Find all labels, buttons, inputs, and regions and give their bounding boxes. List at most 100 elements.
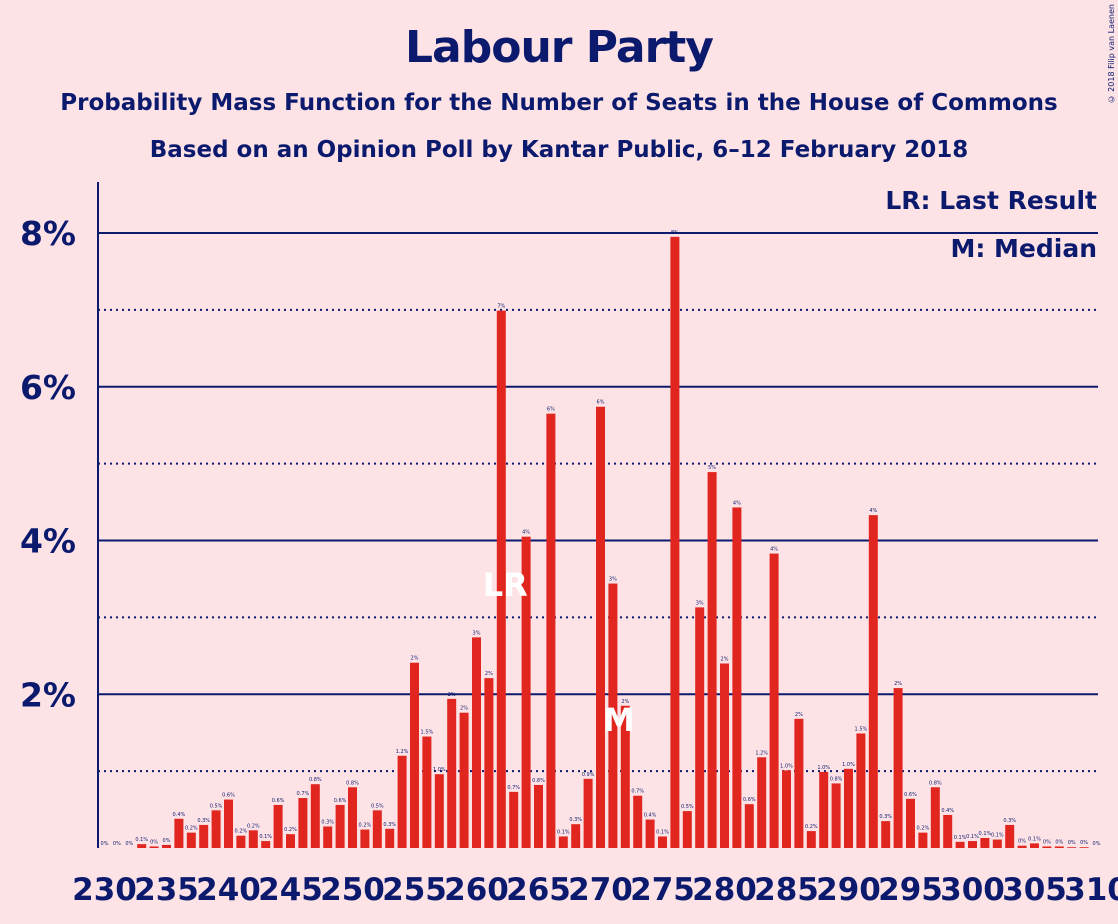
bar (695, 607, 705, 848)
bar (571, 824, 581, 848)
bar (930, 787, 940, 848)
bar (162, 844, 171, 848)
x-tick-label: 260 (444, 872, 509, 908)
bar (707, 472, 717, 848)
bar (434, 774, 444, 848)
bar-labels: 0% 0% 0%0.1% 0% 0%0.4%0.2%0.3%0.5%0.6%0.2%0.… (101, 230, 1101, 847)
bar-value-label: 0.6% (904, 792, 917, 798)
x-tick-label: 275 (630, 872, 695, 908)
legend-last-result: LR: Last Result (885, 186, 1097, 215)
bar (558, 836, 568, 848)
bar-value-label: 7% (497, 304, 505, 310)
bar (769, 553, 779, 848)
bar-value-label: 0.3% (321, 819, 334, 825)
bar-value-label: 6% (597, 400, 605, 406)
bar (620, 705, 630, 848)
bar (137, 844, 147, 848)
bar (385, 828, 395, 848)
markers: LR M (483, 566, 635, 739)
bar (732, 507, 742, 848)
bar-value-label: 0% (125, 841, 133, 847)
y-tick-labels: 2% 4% 6% 8% (20, 214, 76, 714)
bar-value-label: 0.1% (966, 834, 979, 840)
bars (137, 236, 1089, 848)
bar-value-label: 0.2% (284, 827, 297, 833)
bar-value-label: 0.6% (334, 798, 347, 804)
bar (670, 236, 680, 848)
bar-value-label: 1.2% (755, 750, 768, 756)
bar (682, 811, 692, 848)
bar-value-label: 4% (770, 547, 778, 553)
bar-value-label: 2% (795, 712, 803, 718)
bar-value-label: 0% (113, 841, 121, 847)
bar (149, 846, 159, 848)
bar-value-label: 0.2% (185, 826, 198, 832)
bar-value-label: 0.1% (954, 835, 967, 841)
bar-value-label: 0% (1018, 839, 1026, 845)
bar (310, 784, 320, 848)
bar (596, 406, 605, 848)
bar (806, 831, 816, 848)
x-tick-label: 235 (134, 872, 199, 908)
bar (1005, 824, 1015, 848)
bar (744, 804, 754, 848)
bar-value-label: 0.3% (1003, 818, 1016, 824)
bar-value-label: 0.3% (197, 818, 210, 824)
bar-value-label: 0.2% (247, 823, 260, 829)
bar (856, 733, 866, 848)
bar (608, 583, 618, 848)
bar-value-label: 0% (1093, 841, 1101, 847)
y-tick-label: 6% (20, 368, 76, 407)
bar (174, 818, 184, 848)
bar (248, 830, 258, 848)
bar-value-label: 0.2% (805, 824, 818, 830)
x-tick-label: 305 (1002, 872, 1067, 908)
x-tick-label: 310 (1064, 872, 1118, 908)
bar (534, 784, 543, 848)
bar-value-label: 8% (671, 230, 679, 236)
last-result-marker: LR (483, 566, 528, 604)
bar-value-label: 2% (411, 656, 419, 662)
x-tick-labels: 2302352402452502552602652702752802852902… (72, 872, 1118, 908)
bar-value-label: 0.1% (979, 831, 992, 837)
bar-value-label: 0.1% (557, 829, 570, 835)
bar-value-label: 0.8% (346, 780, 359, 786)
x-tick-label: 295 (878, 872, 943, 908)
bar (881, 821, 891, 848)
bar-value-label: 3% (473, 630, 481, 636)
bar-value-label: 0.3% (569, 817, 582, 823)
bar (261, 841, 271, 848)
bar-value-label: 0.2% (235, 829, 248, 835)
bar-value-label: 1.0% (433, 767, 446, 773)
bar-value-label: 4% (522, 530, 530, 536)
bar (236, 835, 246, 848)
bar (918, 832, 928, 848)
bar-value-label: 0% (1043, 839, 1051, 845)
bar-value-label: 0.5% (681, 804, 694, 810)
bar-value-label: 3% (609, 577, 617, 583)
bar (372, 810, 382, 848)
bar (186, 832, 196, 848)
bar-value-label: 0.2% (359, 823, 372, 829)
bar-value-label: 0% (150, 839, 158, 845)
bar-value-label: 0% (1080, 840, 1088, 846)
bar-value-label: 1.5% (855, 726, 868, 732)
bar-value-label: 0.1% (656, 829, 669, 835)
bar (1079, 847, 1089, 848)
bar-value-label: 0.9% (582, 772, 595, 778)
bar-value-label: 1.2% (396, 749, 409, 755)
bar-value-label: 0.3% (383, 822, 396, 828)
x-tick-label: 300 (940, 872, 1005, 908)
bar-value-label: 0.5% (371, 803, 384, 809)
bar-value-label: 0.1% (135, 837, 148, 843)
bar (893, 688, 903, 848)
y-tick-label: 8% (20, 214, 76, 253)
bar (199, 824, 209, 848)
bar (348, 787, 357, 848)
bar-value-label: 5% (708, 465, 716, 471)
bar (360, 829, 370, 848)
bar (658, 836, 667, 848)
bar (273, 804, 283, 848)
bar-value-label: 6% (547, 407, 555, 413)
x-tick-label: 255 (382, 872, 447, 908)
